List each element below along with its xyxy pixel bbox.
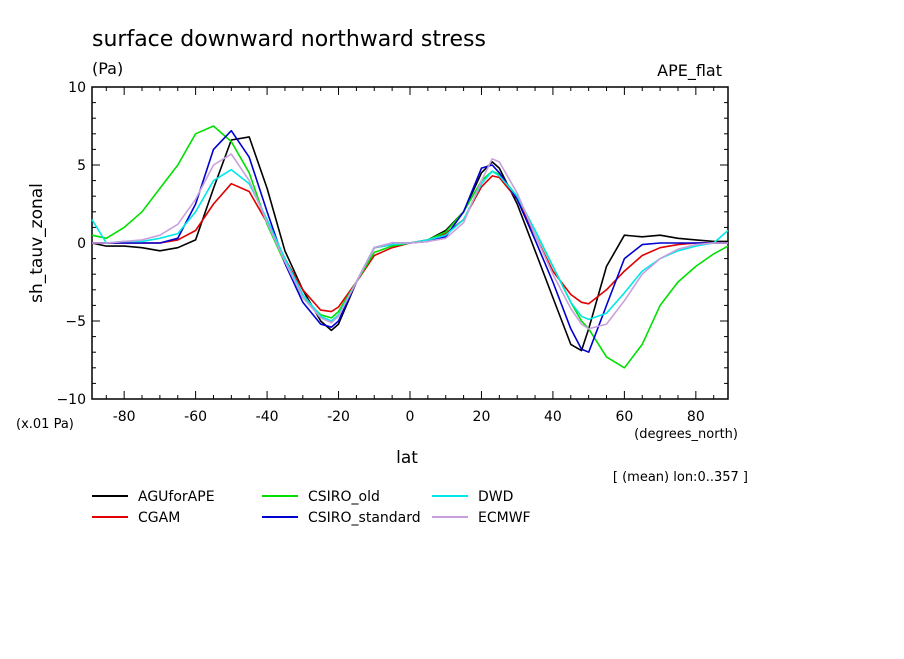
y-axis-label: sh_tauv_zonal (27, 183, 47, 303)
x-tick-label: 40 (544, 409, 562, 425)
y-tick-label: −5 (65, 314, 86, 330)
x-tick-label: 80 (687, 409, 705, 425)
x-tick-label: 60 (615, 409, 633, 425)
x-ticks (105, 87, 715, 399)
x-tick-label: -40 (256, 409, 279, 425)
legend-label-aguforape: AGUforAPE (138, 489, 215, 505)
series-line-dwd (91, 168, 729, 322)
series-line-csiro-standard (92, 129, 728, 354)
y-tick-label: 5 (77, 158, 86, 174)
series-line-csiro-old (91, 125, 729, 369)
x-tick-label: 20 (473, 409, 491, 425)
x-axis-label: lat (396, 448, 418, 468)
legend-label-dwd: DWD (478, 489, 513, 505)
x-tick-label: -60 (184, 409, 207, 425)
x-tick-labels: -80 -60 -40 -20 0 20 40 60 80 (113, 409, 705, 425)
legend-label-csiro-old: CSIRO_old (308, 489, 380, 505)
series-line-ecmwf (92, 153, 728, 330)
y-tick-label: 10 (68, 80, 86, 96)
units-label: (Pa) (92, 59, 123, 78)
legend-label-cgam: CGAM (138, 510, 180, 526)
series-lines (91, 125, 729, 369)
legend-label-csiro-standard: CSIRO_standard (308, 510, 421, 526)
legend-label-ecmwf: ECMWF (478, 510, 531, 526)
x-tick-label: -20 (327, 409, 350, 425)
x-units-label: (degrees_north) (634, 427, 738, 442)
y-tick-label: −10 (56, 392, 86, 408)
chart-title: surface downward northward stress (92, 27, 486, 52)
x-tick-label: -80 (113, 409, 136, 425)
x-tick-label: 0 (406, 409, 415, 425)
y-tick-label: 0 (77, 236, 86, 252)
averaging-note: [ (mean) lon:0..357 ] (613, 470, 748, 485)
y-tick-labels: 10 5 0 −5 −10 (56, 80, 86, 408)
scale-note: (x.01 Pa) (16, 417, 74, 432)
experiment-label: APE_flat (657, 61, 722, 81)
legend: AGUforAPE CGAM CSIRO_old CSIRO_standard DWD E… (92, 489, 531, 526)
